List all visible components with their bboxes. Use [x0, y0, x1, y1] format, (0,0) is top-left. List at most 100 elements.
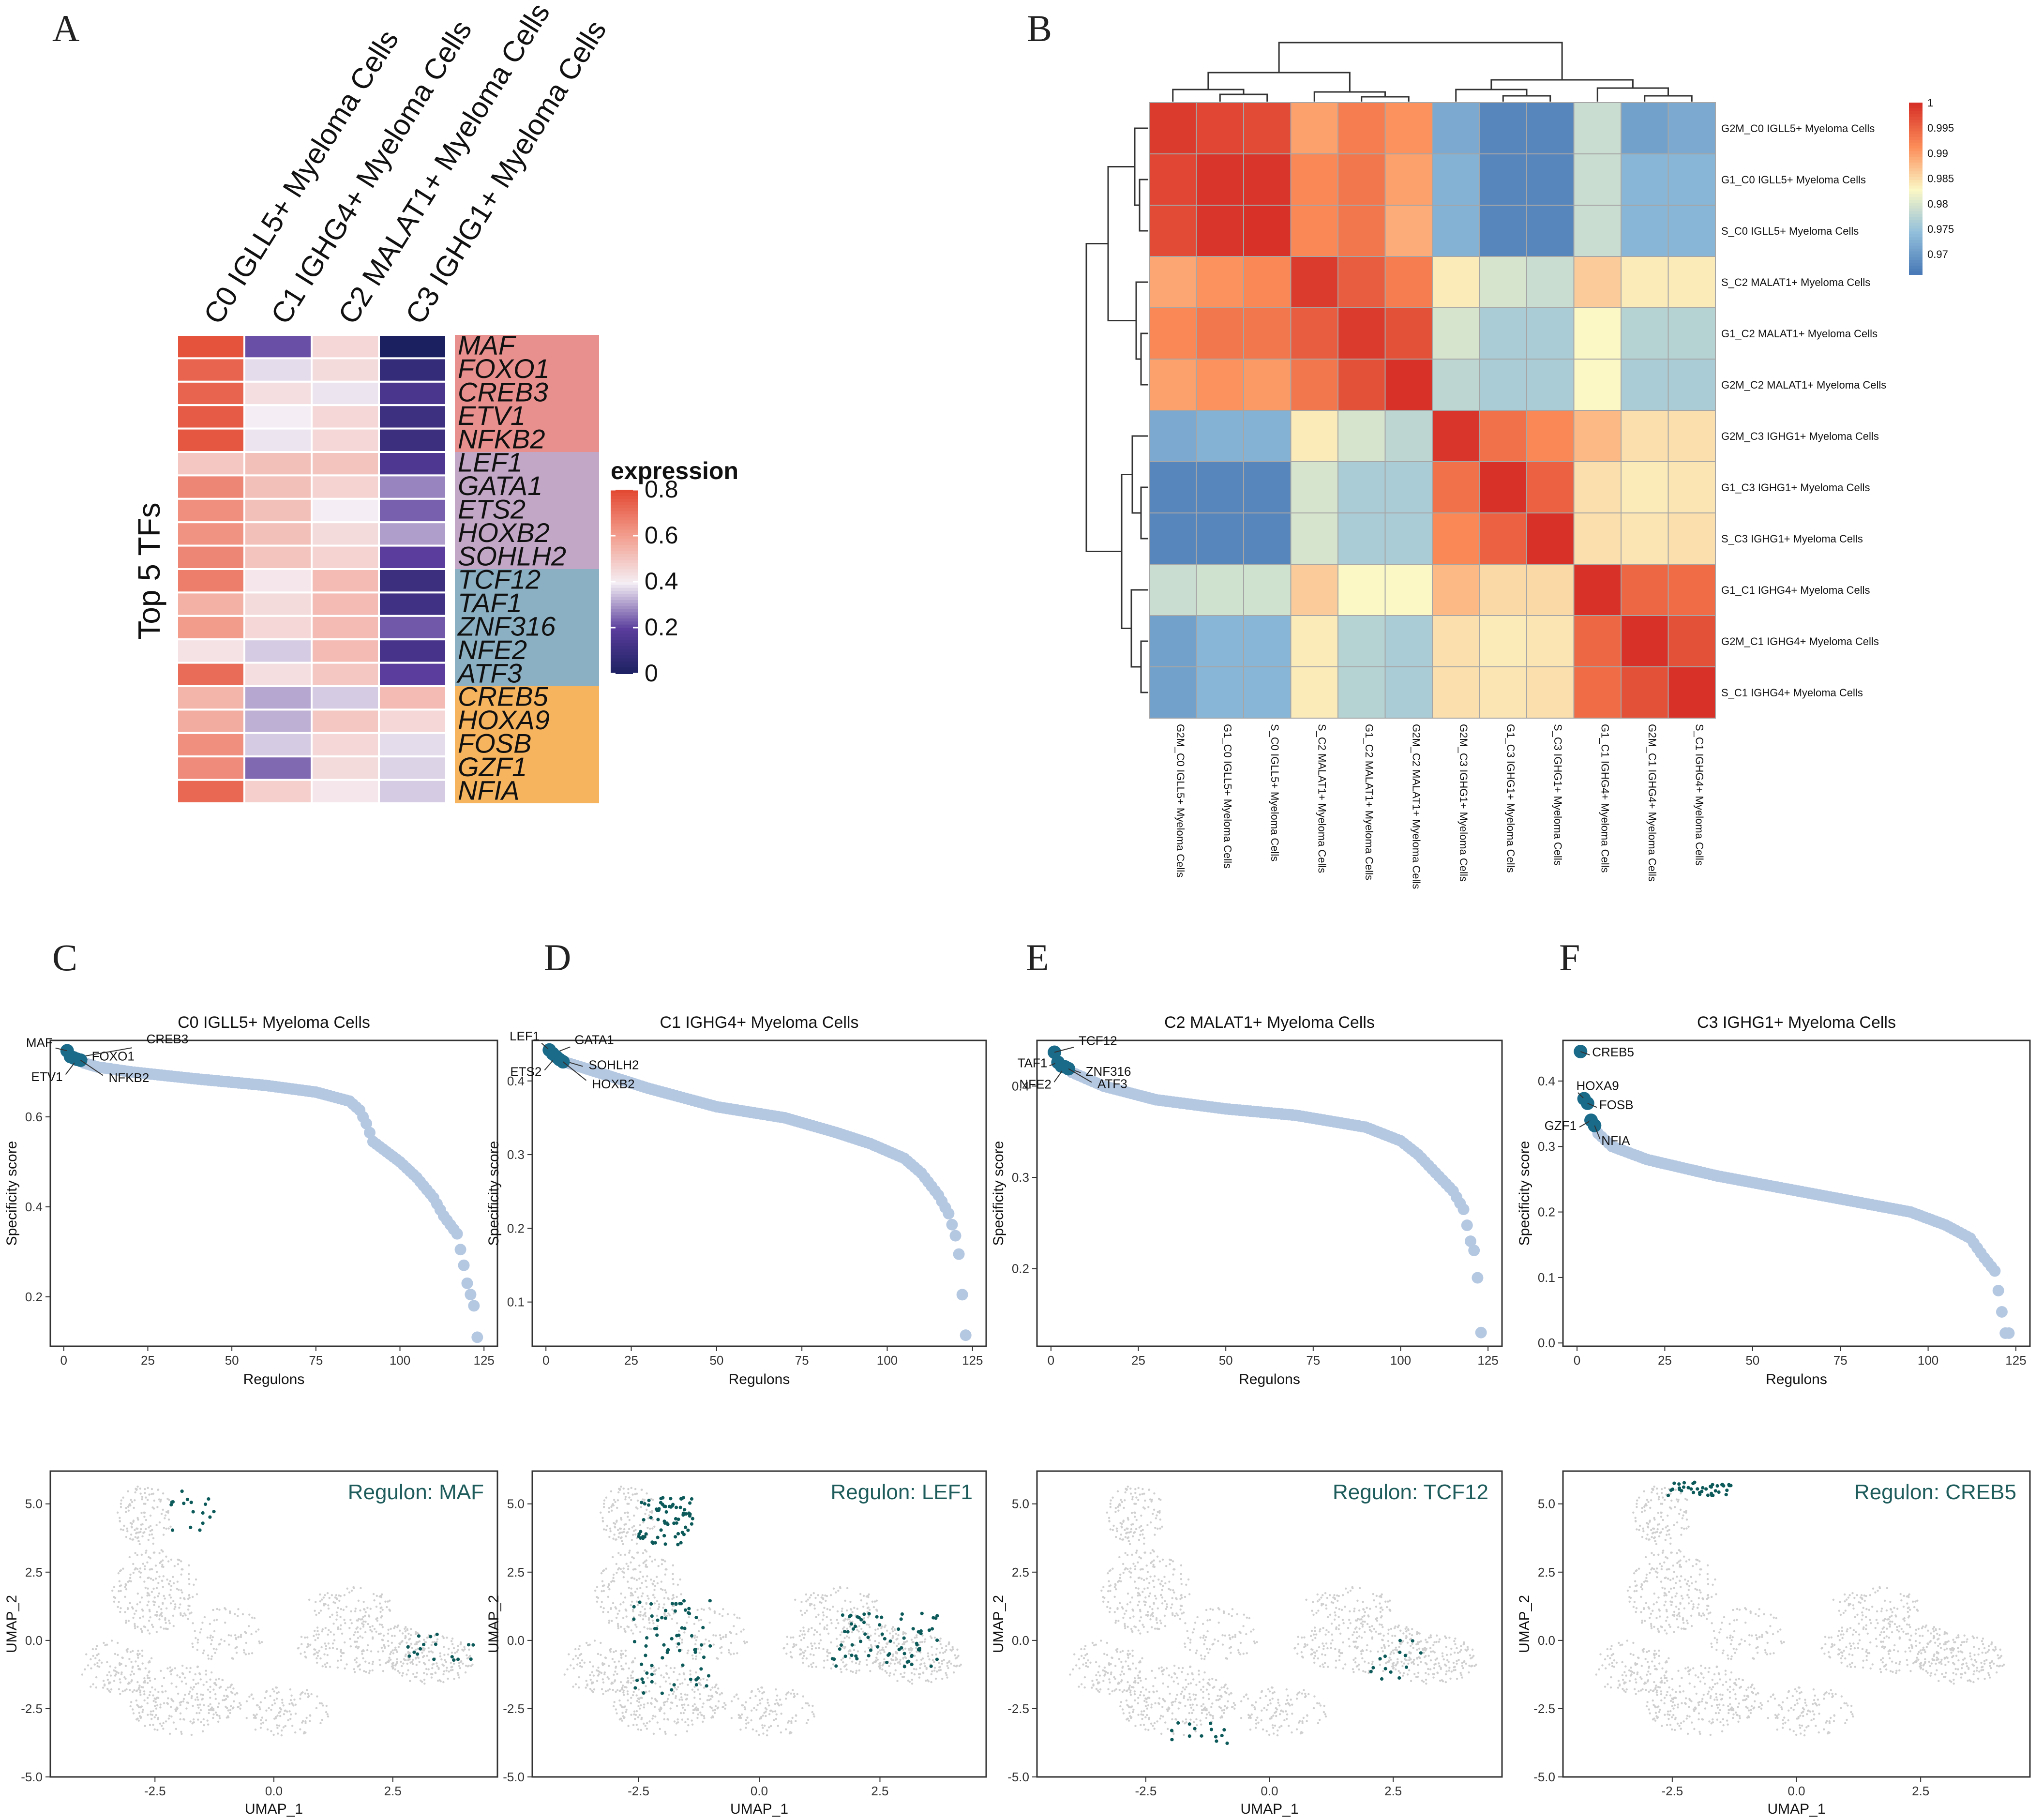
cell-point [1107, 1601, 1110, 1603]
cell-point [597, 1653, 600, 1655]
regulon-active-cell [198, 1528, 202, 1532]
cell-point [822, 1598, 825, 1600]
cell-point [592, 1674, 595, 1677]
cell-point [650, 1578, 652, 1581]
cell-point [1202, 1709, 1204, 1712]
cell-point [282, 1704, 285, 1707]
cell-point [251, 1693, 253, 1696]
cell-point [141, 1655, 144, 1657]
cell-point [1200, 1688, 1202, 1691]
cell-point [680, 1593, 682, 1595]
cell-point [620, 1650, 623, 1652]
cell-point [1215, 1699, 1217, 1701]
cell-point [148, 1493, 150, 1496]
cell-point [191, 1595, 194, 1598]
regulon-active-cell [689, 1677, 692, 1681]
cell-point [579, 1662, 582, 1664]
cell-point [148, 1594, 150, 1596]
regulon-active-cell [690, 1634, 694, 1638]
cell-point [209, 1623, 211, 1625]
cell-point [625, 1563, 628, 1565]
cell-point [625, 1535, 627, 1538]
cell-point [807, 1630, 810, 1633]
cell-point [1169, 1563, 1171, 1565]
cell-point [1085, 1662, 1087, 1664]
cell-point [414, 1633, 417, 1636]
cell-point [96, 1665, 99, 1668]
cell-point [1087, 1666, 1089, 1668]
col-label: G1_C0 IGLL5+ Myeloma Cells [1221, 724, 1233, 869]
cell-point [167, 1717, 170, 1720]
cell-point [696, 1609, 699, 1611]
cell-point [445, 1670, 448, 1672]
cell-point [616, 1623, 619, 1625]
cell-point [1127, 1485, 1129, 1488]
cell-point [179, 1597, 182, 1599]
cell-point [319, 1593, 321, 1596]
cell-point [868, 1593, 870, 1596]
cell-point [801, 1657, 804, 1660]
cell-point [626, 1511, 629, 1514]
cell-point [328, 1629, 330, 1632]
cell-point [1126, 1532, 1128, 1534]
cell-point [706, 1699, 709, 1701]
cell-point [598, 1670, 601, 1673]
cell-point [649, 1702, 652, 1704]
cell-point [862, 1594, 865, 1597]
regulon-active-cell [170, 1528, 175, 1532]
regulon-active-cell [677, 1649, 682, 1653]
cell-point [1119, 1504, 1122, 1507]
cell-point [622, 1543, 624, 1546]
regulon-point [451, 1228, 463, 1240]
cell-point [1162, 1682, 1164, 1685]
cell-point [810, 1663, 812, 1666]
legend-gradient-step [611, 621, 638, 625]
cell-point [578, 1676, 580, 1679]
cell-point [294, 1731, 297, 1734]
cell-point [151, 1686, 153, 1689]
legend-gradient-step [611, 587, 638, 591]
cell-point [147, 1538, 150, 1541]
cell-point [644, 1615, 647, 1618]
cell-point [1212, 1717, 1215, 1719]
heatmap-cell-HOXA9-2 [311, 708, 380, 734]
cell-point [813, 1642, 816, 1645]
corr-cell-7-5 [1384, 461, 1433, 513]
cell-point [715, 1634, 717, 1637]
cell-point [1145, 1564, 1148, 1567]
cell-point [389, 1653, 391, 1655]
regulon-active-cell [669, 1505, 673, 1509]
legend-gradient-step [611, 511, 638, 515]
panel-letter-c: C [52, 936, 77, 978]
cell-point [1131, 1631, 1134, 1633]
cell-point [866, 1623, 868, 1626]
legend-gradient-step [611, 560, 638, 564]
legend-gradient-step [1909, 117, 1923, 120]
cell-point [1134, 1725, 1137, 1727]
heatmap-cell-ZNF316-0 [176, 615, 245, 641]
cell-point [681, 1641, 683, 1644]
cell-point [469, 1655, 471, 1657]
cell-point [1147, 1506, 1150, 1508]
heatmap-cell-HOXB2-2 [311, 521, 380, 547]
cell-point [1127, 1654, 1129, 1657]
cell-point [430, 1644, 433, 1646]
cell-point [758, 1690, 761, 1693]
cell-point [1132, 1532, 1135, 1534]
heatmap-cell-ETV1-1 [243, 404, 313, 430]
cell-point [146, 1594, 149, 1597]
cell-point [1135, 1551, 1138, 1554]
dendrogram-link [1139, 179, 1148, 232]
cell-point [1141, 1717, 1143, 1720]
cell-point [1224, 1684, 1227, 1686]
cell-point [254, 1729, 257, 1731]
cell-point [1119, 1537, 1121, 1540]
cell-point [1313, 1695, 1316, 1698]
cell-point [163, 1702, 165, 1704]
cell-point [1192, 1693, 1195, 1696]
cell-point [118, 1601, 120, 1603]
cell-point [653, 1525, 656, 1528]
cell-point [120, 1663, 122, 1665]
cell-point [152, 1492, 155, 1495]
cell-point [924, 1638, 927, 1640]
